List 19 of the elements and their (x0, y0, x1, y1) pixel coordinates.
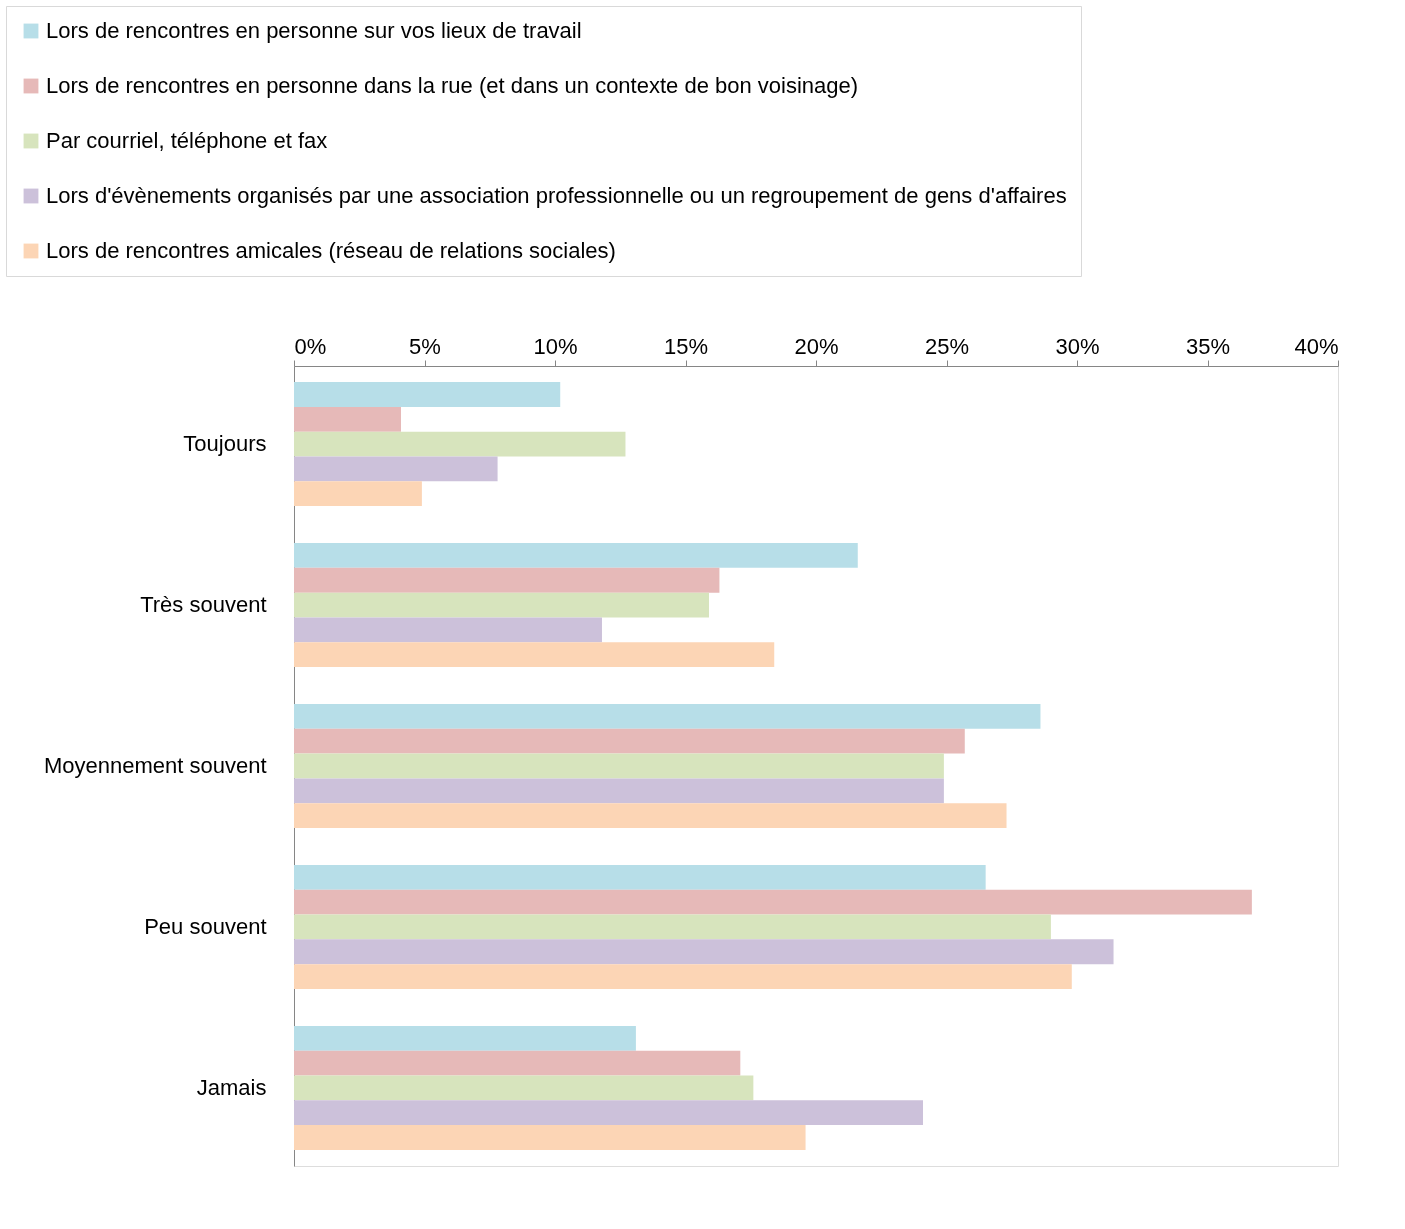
x-tick-label: 30% (1055, 333, 1100, 359)
legend-label: Par courriel, téléphone et fax (46, 128, 328, 153)
y-tick-label: Moyennement souvent (43, 753, 267, 778)
x-tick-label: 0% (294, 333, 327, 359)
x-tick-label: 35% (1185, 333, 1231, 359)
x-tick-label: 40% (1294, 333, 1339, 359)
legend-label: Lors d'évènements organisés par une association professionnelle ou un regroupement de gens d'affaires (46, 183, 1067, 208)
y-tick-label: Jamais (196, 1074, 267, 1100)
legend-label: Lors de rencontres en personne dans la rue (et dans un contexte de bon voisinage) (46, 73, 859, 98)
legend-label: Lors de rencontres amicales (réseau de relations sociales) (46, 238, 616, 263)
legend-label: Lors de rencontres en personne sur vos lieux de travail (46, 18, 582, 43)
y-tick-label: Très souvent (140, 592, 267, 618)
x-tick-label: 5% (409, 333, 441, 359)
y-tick-label: Toujours (183, 431, 267, 457)
x-tick-label: 15% (663, 333, 709, 359)
x-tick-label: 10% (533, 333, 578, 359)
y-tick-label: Peu souvent (144, 913, 267, 939)
x-tick-label: 20% (794, 333, 839, 359)
x-tick-label: 25% (924, 333, 970, 359)
